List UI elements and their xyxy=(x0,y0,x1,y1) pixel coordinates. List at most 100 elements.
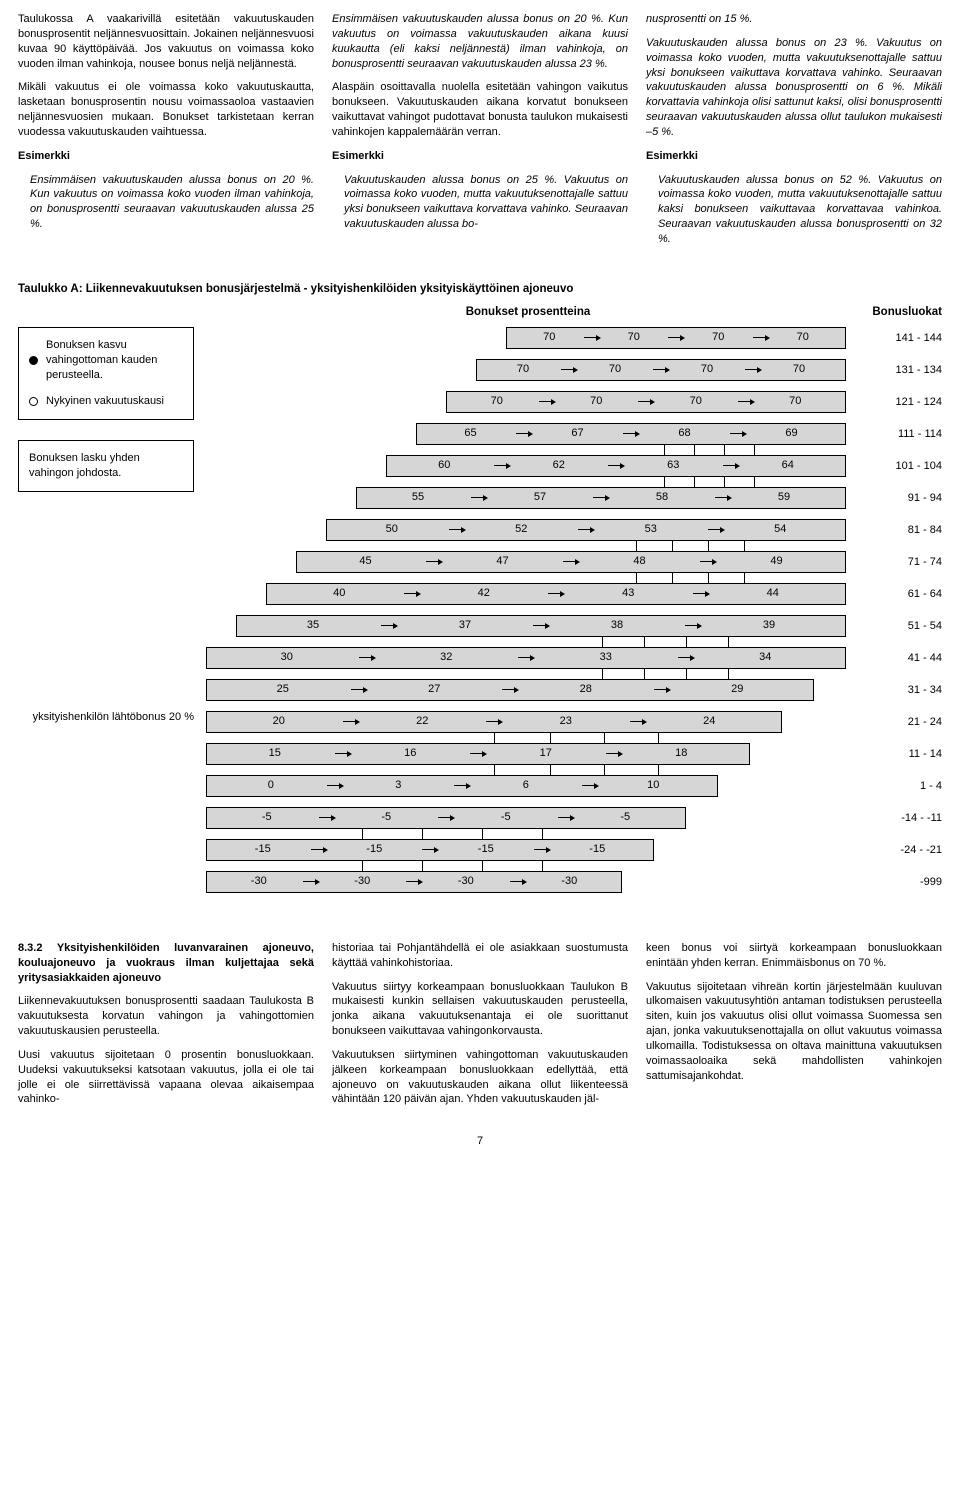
p: Vakuutuskauden alussa bonus on 23 %. Vak… xyxy=(646,36,942,140)
bonus-segment: 70 xyxy=(746,394,846,409)
example-head: Esimerkki xyxy=(332,149,628,164)
example-body: Ensimmäisen vakuutuskauden alussa bonus … xyxy=(18,173,314,232)
bonus-segment: 37 xyxy=(389,618,541,633)
bonus-segment: 32 xyxy=(367,650,527,665)
bonus-segment: 43 xyxy=(556,586,701,601)
p: keen bonus voi siirtyä korkeampaan bonus… xyxy=(646,941,942,971)
bonus-segment: 15 xyxy=(207,746,343,761)
bonus-bar: 70707070 xyxy=(476,359,846,381)
bonus-segment: -30 xyxy=(518,874,622,889)
bonus-segment: 70 xyxy=(761,330,846,345)
bonus-row: 65676869 xyxy=(416,423,846,445)
bonus-bar: -5-5-5-5 xyxy=(206,807,686,829)
open-dot-icon xyxy=(29,397,38,406)
bonus-class-label: 71 - 74 xyxy=(908,555,942,570)
legend-text: Bonuksen kasvu vahingottoman kauden peru… xyxy=(46,338,183,383)
bonus-segment: 3 xyxy=(335,778,463,793)
bonus-row: 15161718 xyxy=(206,743,750,765)
bonus-segment: 70 xyxy=(507,330,592,345)
bonus-class-label: 91 - 94 xyxy=(908,491,942,506)
bonus-bar: 20222324 xyxy=(206,711,782,733)
bonus-segment: 53 xyxy=(586,522,716,537)
bonus-segment: 10 xyxy=(590,778,718,793)
bonus-segment: 70 xyxy=(547,394,647,409)
bonus-segment: 52 xyxy=(457,522,587,537)
bonus-segment: 16 xyxy=(343,746,479,761)
legend-text: Nykyinen vakuutuskausi xyxy=(46,394,164,409)
bonus-class-label: 51 - 54 xyxy=(908,619,942,634)
intro-col-3: nusprosentti on 15 %. Vakuutuskauden alu… xyxy=(646,12,942,256)
bonus-segment: 28 xyxy=(510,682,662,697)
chart-left-column: Bonuksen kasvu vahingottoman kauden peru… xyxy=(18,327,206,492)
bonus-row: 03610 xyxy=(206,775,718,797)
bonus-class-label: 11 - 14 xyxy=(909,747,942,762)
bonus-segment: 67 xyxy=(524,426,631,441)
bonus-class-label: 131 - 134 xyxy=(896,363,942,378)
chart-class-column: 141 - 144131 - 134121 - 124111 - 114101 … xyxy=(850,327,942,913)
bonus-segment: 70 xyxy=(592,330,677,345)
bonus-segment: 42 xyxy=(412,586,557,601)
section-head: 8.3.2 Yksityishenkilöiden luvanvarainen … xyxy=(18,941,314,986)
bonus-bar: -30-30-30-30 xyxy=(206,871,622,893)
bonus-segment: 70 xyxy=(661,362,753,377)
bonus-bar: 65676869 xyxy=(416,423,846,445)
bonus-row: 55575859 xyxy=(356,487,846,509)
bonus-row: -5-5-5-5 xyxy=(206,807,686,829)
bonus-segment: 58 xyxy=(601,490,723,505)
bonus-class-label: 61 - 64 xyxy=(908,587,942,602)
bonus-segment: -5 xyxy=(446,810,566,825)
bonus-segment: -30 xyxy=(414,874,518,889)
p: Uusi vakuutus sijoitetaan 0 prosentin bo… xyxy=(18,1048,314,1107)
bonus-segment: 33 xyxy=(526,650,686,665)
bonus-segment: 44 xyxy=(701,586,846,601)
intro-columns: Taulukossa A vaakarivillä esitetään vaku… xyxy=(18,12,942,256)
example-head: Esimerkki xyxy=(18,149,314,164)
bonus-segment: 34 xyxy=(686,650,846,665)
bonus-bar: 03610 xyxy=(206,775,718,797)
bonus-segment: 27 xyxy=(359,682,511,697)
bonus-segment: 6 xyxy=(462,778,590,793)
bonus-segment: 59 xyxy=(723,490,845,505)
bonus-row: 25272829 xyxy=(206,679,814,701)
bonus-bar: -15-15-15-15 xyxy=(206,839,654,861)
bonus-segment: 30 xyxy=(207,650,367,665)
bonus-bar: 70707070 xyxy=(506,327,846,349)
p: Taulukossa A vaakarivillä esitetään vaku… xyxy=(18,12,314,71)
bonus-row: -30-30-30-30 xyxy=(206,871,622,893)
bonus-segment: 63 xyxy=(616,458,731,473)
bonus-bar: 25272829 xyxy=(206,679,814,701)
p: Ensimmäisen vakuutuskauden alussa bonus … xyxy=(332,12,628,71)
bonus-row: 70707070 xyxy=(446,391,846,413)
bonus-segment: 25 xyxy=(207,682,359,697)
footer-columns: 8.3.2 Yksityishenkilöiden luvanvarainen … xyxy=(18,941,942,1116)
bonus-segment: 29 xyxy=(662,682,814,697)
bonus-chart: Bonuksen kasvu vahingottoman kauden peru… xyxy=(18,327,942,913)
bonus-segment: 68 xyxy=(631,426,738,441)
bonus-class-label: -14 - -11 xyxy=(901,811,942,826)
bonus-segment: 70 xyxy=(477,362,569,377)
bonus-segment: 23 xyxy=(494,714,638,729)
p: Mikäli vakuutus ei ole voimassa koko vak… xyxy=(18,80,314,139)
bonus-segment: 70 xyxy=(569,362,661,377)
bonus-segment: 70 xyxy=(753,362,845,377)
bonus-segment: 65 xyxy=(417,426,524,441)
bonus-segment: 24 xyxy=(638,714,782,729)
bonus-row: 40424344 xyxy=(266,583,846,605)
bonus-class-label: 141 - 144 xyxy=(896,331,942,346)
bonus-bar: 30323334 xyxy=(206,647,846,669)
bonus-segment: 62 xyxy=(502,458,617,473)
bonus-segment: 0 xyxy=(207,778,335,793)
bonus-class-label: 121 - 124 xyxy=(896,395,942,410)
bonus-segment: -30 xyxy=(311,874,415,889)
bonus-segment: -5 xyxy=(207,810,327,825)
page-number: 7 xyxy=(18,1134,942,1149)
bonus-segment: 70 xyxy=(646,394,746,409)
bonus-segment: 64 xyxy=(731,458,846,473)
chart-headers: Bonukset prosentteina Bonusluokat xyxy=(18,305,942,321)
p: Vakuutuksen siirtyminen vahingottoman va… xyxy=(332,1048,628,1107)
bonus-segment: 39 xyxy=(693,618,845,633)
bonus-segment: 70 xyxy=(676,330,761,345)
start-bonus-label: yksityishenkilön lähtöbonus 20 % xyxy=(24,710,194,725)
p: Vakuutus siirtyy korkeampaan bonusluokka… xyxy=(332,980,628,1039)
example-body: Vakuutuskauden alussa bonus on 52 %. Vak… xyxy=(646,173,942,247)
